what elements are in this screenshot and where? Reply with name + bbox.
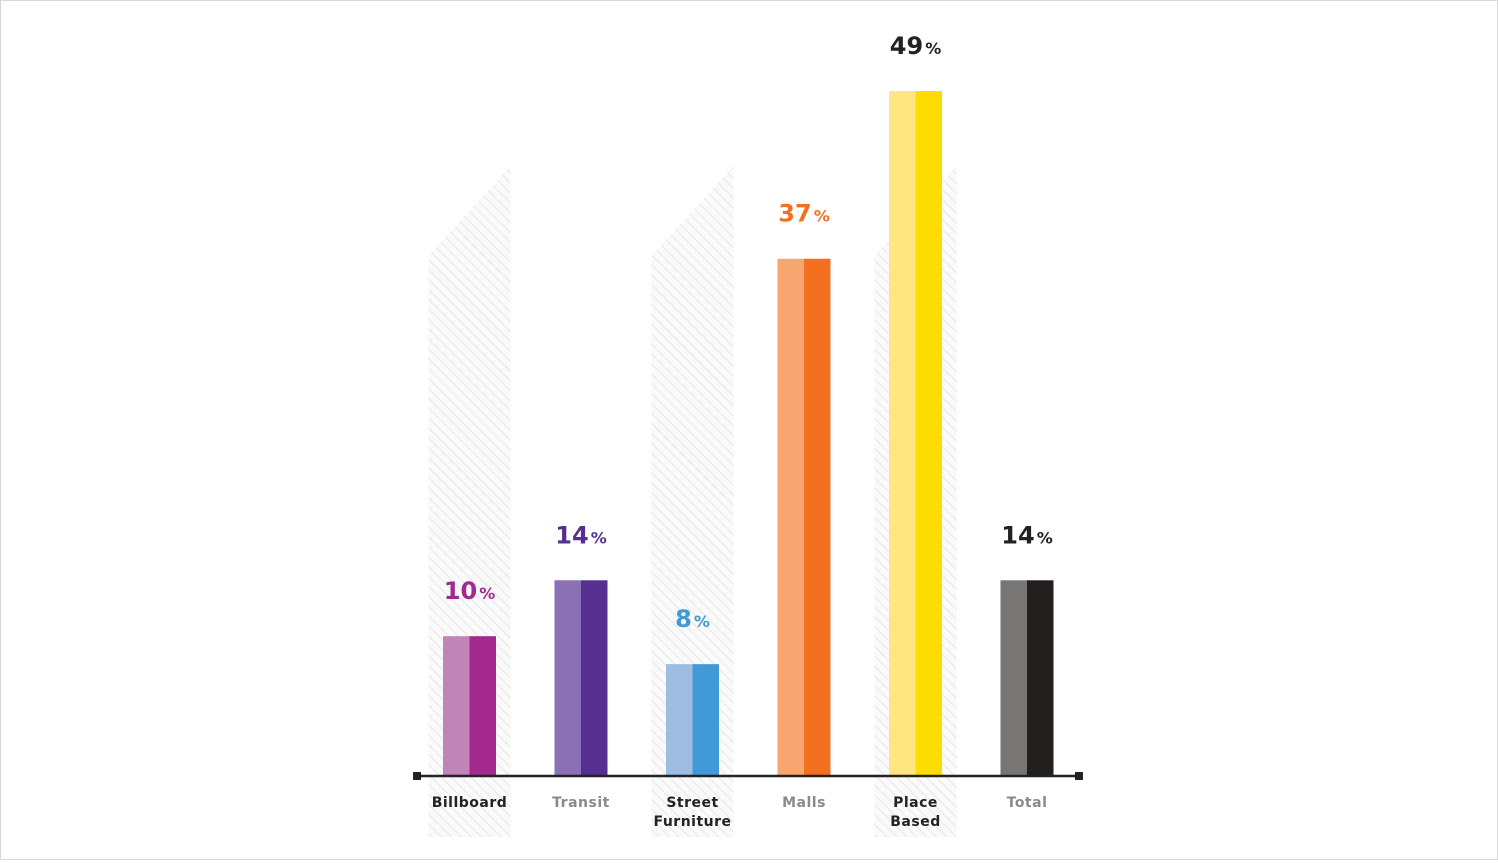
bar-transit-light <box>554 580 582 776</box>
value-label-total: 14% <box>1001 521 1052 549</box>
category-label-billboard: Billboard <box>432 795 508 811</box>
value-label-transit: 14% <box>555 521 606 549</box>
category-label-malls: Malls <box>782 795 826 811</box>
category-label-place-based: Place Based <box>890 795 940 830</box>
bar-billboard-light <box>443 636 470 776</box>
bar-total-dark <box>1027 580 1054 776</box>
bar-street-furniture-dark <box>692 664 719 776</box>
value-label-malls: 37% <box>778 200 829 228</box>
x-axis-start-cap <box>413 772 421 780</box>
category-label-street-furniture: Street Furniture <box>653 795 731 830</box>
value-label-billboard: 10% <box>444 577 495 605</box>
category-label-total: Total <box>1007 795 1048 811</box>
labels: 10 % Billboard 14 % Transit 8 % Street Furniture 3… <box>432 32 1053 830</box>
bar-total-light <box>1000 580 1028 776</box>
x-axis-end-cap <box>1075 772 1083 780</box>
x-axis <box>413 772 1083 780</box>
bars <box>443 90 1054 777</box>
value-label-place-based: 49% <box>890 32 941 60</box>
bar-place-based-light <box>889 90 916 777</box>
value-label-street-furniture: 8% <box>675 605 710 633</box>
bar-street-furniture-light <box>666 664 693 776</box>
bar-malls-dark <box>804 258 831 776</box>
bar-malls-light <box>777 258 805 776</box>
bar-transit-dark <box>581 580 608 776</box>
category-label-transit: Transit <box>552 795 610 811</box>
bar-place-based-dark <box>915 90 942 777</box>
bar-billboard-dark <box>469 636 496 776</box>
